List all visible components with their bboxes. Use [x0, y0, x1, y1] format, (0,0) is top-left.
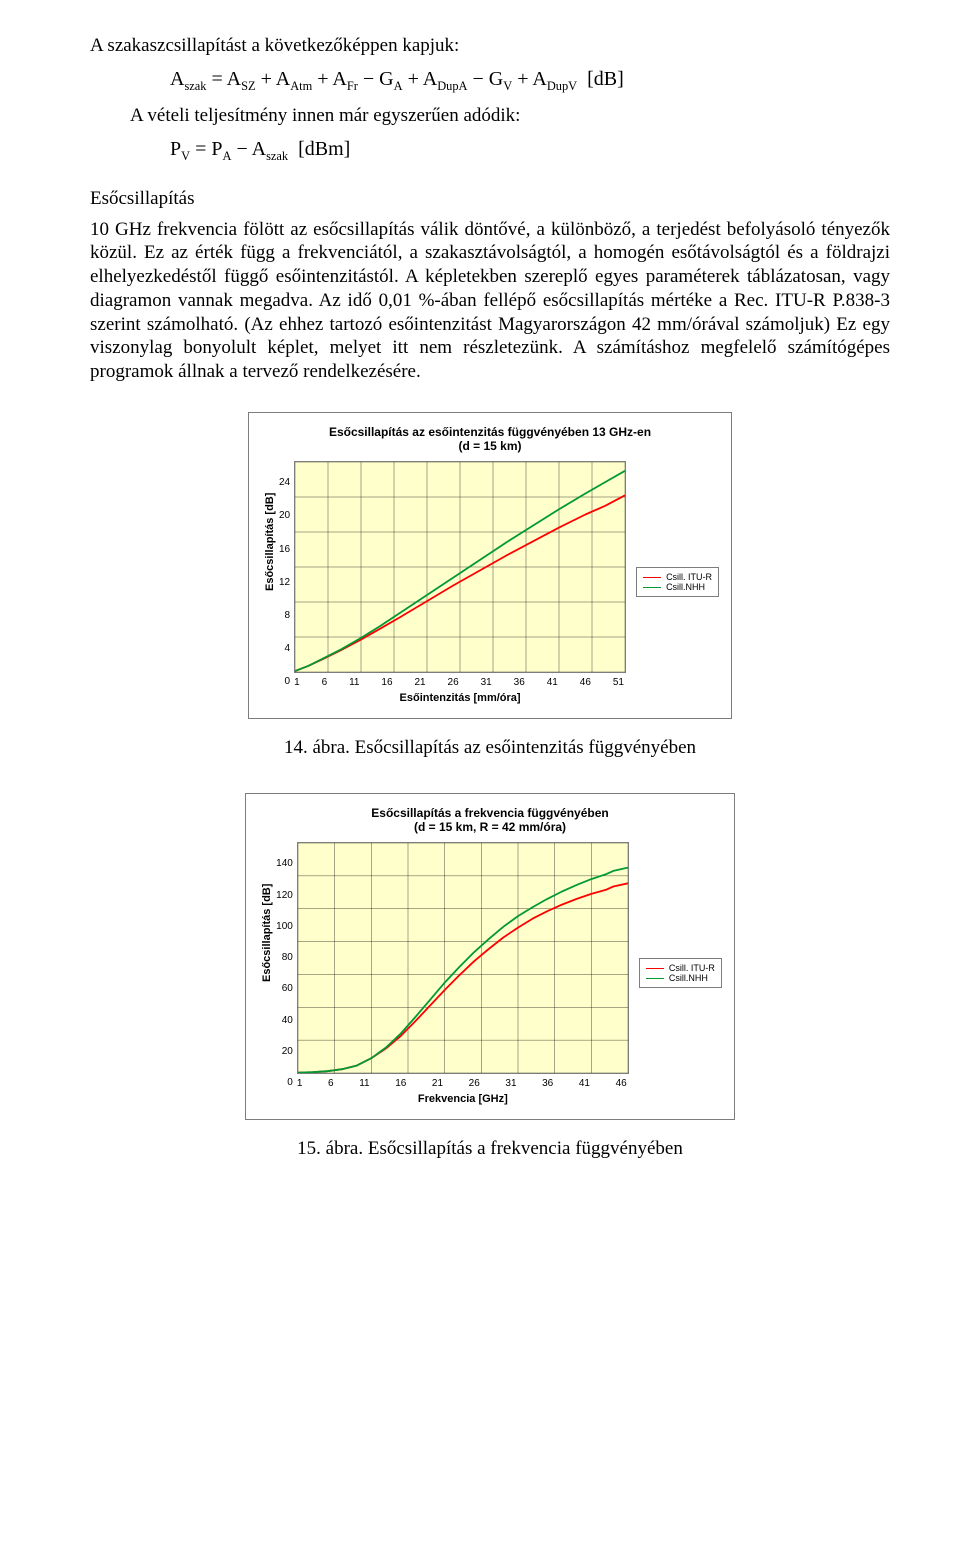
- body-paragraph: 10 GHz frekvencia fölött az esőcsillapít…: [90, 218, 890, 384]
- legend-swatch: [643, 577, 661, 578]
- ytick-label: 20: [282, 1046, 293, 1057]
- xtick-label: 31: [505, 1078, 516, 1089]
- section-heading: Esőcsillapítás: [90, 188, 890, 210]
- xtick-label: 46: [616, 1078, 627, 1089]
- chart-yticks: 140 120 100 80 60 40 20 0: [276, 858, 297, 1088]
- chart-yticks: 24 20 16 12 8 4 0: [279, 477, 294, 687]
- xtick-label: 41: [547, 677, 558, 688]
- xtick-label: 41: [579, 1078, 590, 1089]
- ytick-label: 140: [276, 858, 293, 869]
- ytick-label: 20: [279, 510, 290, 521]
- legend-swatch: [643, 587, 661, 588]
- xtick-label: 36: [514, 677, 525, 688]
- chart-2-frame: Esőcsillapítás a frekvencia függvényében…: [245, 793, 735, 1120]
- xtick-label: 6: [328, 1078, 334, 1089]
- chart-xlabel: Esőintenzitás [mm/óra]: [294, 692, 626, 704]
- legend-label: Csill. ITU-R: [669, 963, 715, 973]
- figure-1-caption: 14. ábra. Esőcsillapítás az esőintenzitá…: [90, 737, 890, 759]
- xtick-label: 21: [432, 1078, 443, 1089]
- legend-item: Csill.NHH: [646, 973, 715, 983]
- xtick-label: 16: [395, 1078, 406, 1089]
- legend-item: Csill.NHH: [643, 582, 712, 592]
- xtick-label: 46: [580, 677, 591, 688]
- ytick-label: 80: [282, 952, 293, 963]
- legend-item: Csill. ITU-R: [643, 572, 712, 582]
- xtick-label: 51: [613, 677, 624, 688]
- legend-label: Csill.NHH: [666, 582, 705, 592]
- mid-paragraph: A vételi teljesítmény innen már egyszerű…: [90, 104, 890, 128]
- chart-title: Esőcsillapítás az esőintenzitás függvény…: [269, 425, 711, 453]
- chart-xticks: 161116212631364146: [297, 1078, 627, 1089]
- legend-swatch: [646, 968, 664, 969]
- chart-title: Esőcsillapítás a frekvencia függvényében…: [266, 806, 714, 834]
- legend-item: Csill. ITU-R: [646, 963, 715, 973]
- ytick-label: 0: [285, 676, 291, 687]
- ytick-label: 100: [276, 921, 293, 932]
- formula-aszak: Aszak = ASZ + AAtm + AFr − GA + ADupA − …: [170, 68, 890, 94]
- figure-2-caption: 15. ábra. Esőcsillapítás a frekvencia fü…: [90, 1138, 890, 1160]
- xtick-label: 26: [448, 677, 459, 688]
- chart-ylabel: Esőcsillapítás [dB]: [261, 964, 273, 982]
- chart-xticks: 16111621263136414651: [294, 677, 624, 688]
- figure-1: Esőcsillapítás az esőintenzitás függvény…: [90, 412, 890, 719]
- xtick-label: 11: [359, 1078, 369, 1089]
- chart-body-row: Esőcsillapítás [dB]140120100806040200161…: [258, 842, 722, 1105]
- ytick-label: 4: [285, 643, 291, 654]
- xtick-label: 21: [414, 677, 425, 688]
- chart-body-row: Esőcsillapítás [dB]242016128401611162126…: [261, 461, 719, 704]
- chart-xlabel: Frekvencia [GHz]: [297, 1093, 629, 1105]
- chart-legend: Csill. ITU-RCsill.NHH: [639, 958, 722, 988]
- ytick-label: 40: [282, 1015, 293, 1026]
- xtick-label: 26: [469, 1078, 480, 1089]
- chart-plot-column: 161116212631364146Frekvencia [GHz]: [297, 842, 629, 1105]
- chart-plot-area: [297, 842, 629, 1074]
- chart-legend: Csill. ITU-RCsill.NHH: [636, 567, 719, 597]
- ytick-label: 12: [279, 577, 290, 588]
- chart-1-frame: Esőcsillapítás az esőintenzitás függvény…: [248, 412, 732, 719]
- xtick-label: 1: [294, 677, 300, 688]
- chart-plot-column: 16111621263136414651Esőintenzitás [mm/ór…: [294, 461, 626, 704]
- xtick-label: 16: [381, 677, 392, 688]
- chart-ylabel: Esőcsillapítás [dB]: [264, 573, 276, 591]
- intro-paragraph: A szakaszcsillapítást a következőképpen …: [90, 34, 890, 58]
- ytick-label: 16: [279, 544, 290, 555]
- xtick-label: 36: [542, 1078, 553, 1089]
- chart-plot-area: [294, 461, 626, 673]
- figure-2: Esőcsillapítás a frekvencia függvényében…: [90, 793, 890, 1120]
- formula-pv: PV = PA − Aszak [dBm]: [170, 138, 890, 164]
- page: A szakaszcsillapítást a következőképpen …: [0, 0, 960, 1254]
- ytick-label: 24: [279, 477, 290, 488]
- legend-label: Csill.NHH: [669, 973, 708, 983]
- legend-swatch: [646, 978, 664, 979]
- ytick-label: 0: [287, 1077, 293, 1088]
- xtick-label: 31: [481, 677, 492, 688]
- xtick-label: 11: [349, 677, 359, 688]
- ytick-label: 8: [285, 610, 291, 621]
- ytick-label: 120: [276, 890, 293, 901]
- ytick-label: 60: [282, 983, 293, 994]
- legend-label: Csill. ITU-R: [666, 572, 712, 582]
- xtick-label: 1: [297, 1078, 303, 1089]
- xtick-label: 6: [322, 677, 328, 688]
